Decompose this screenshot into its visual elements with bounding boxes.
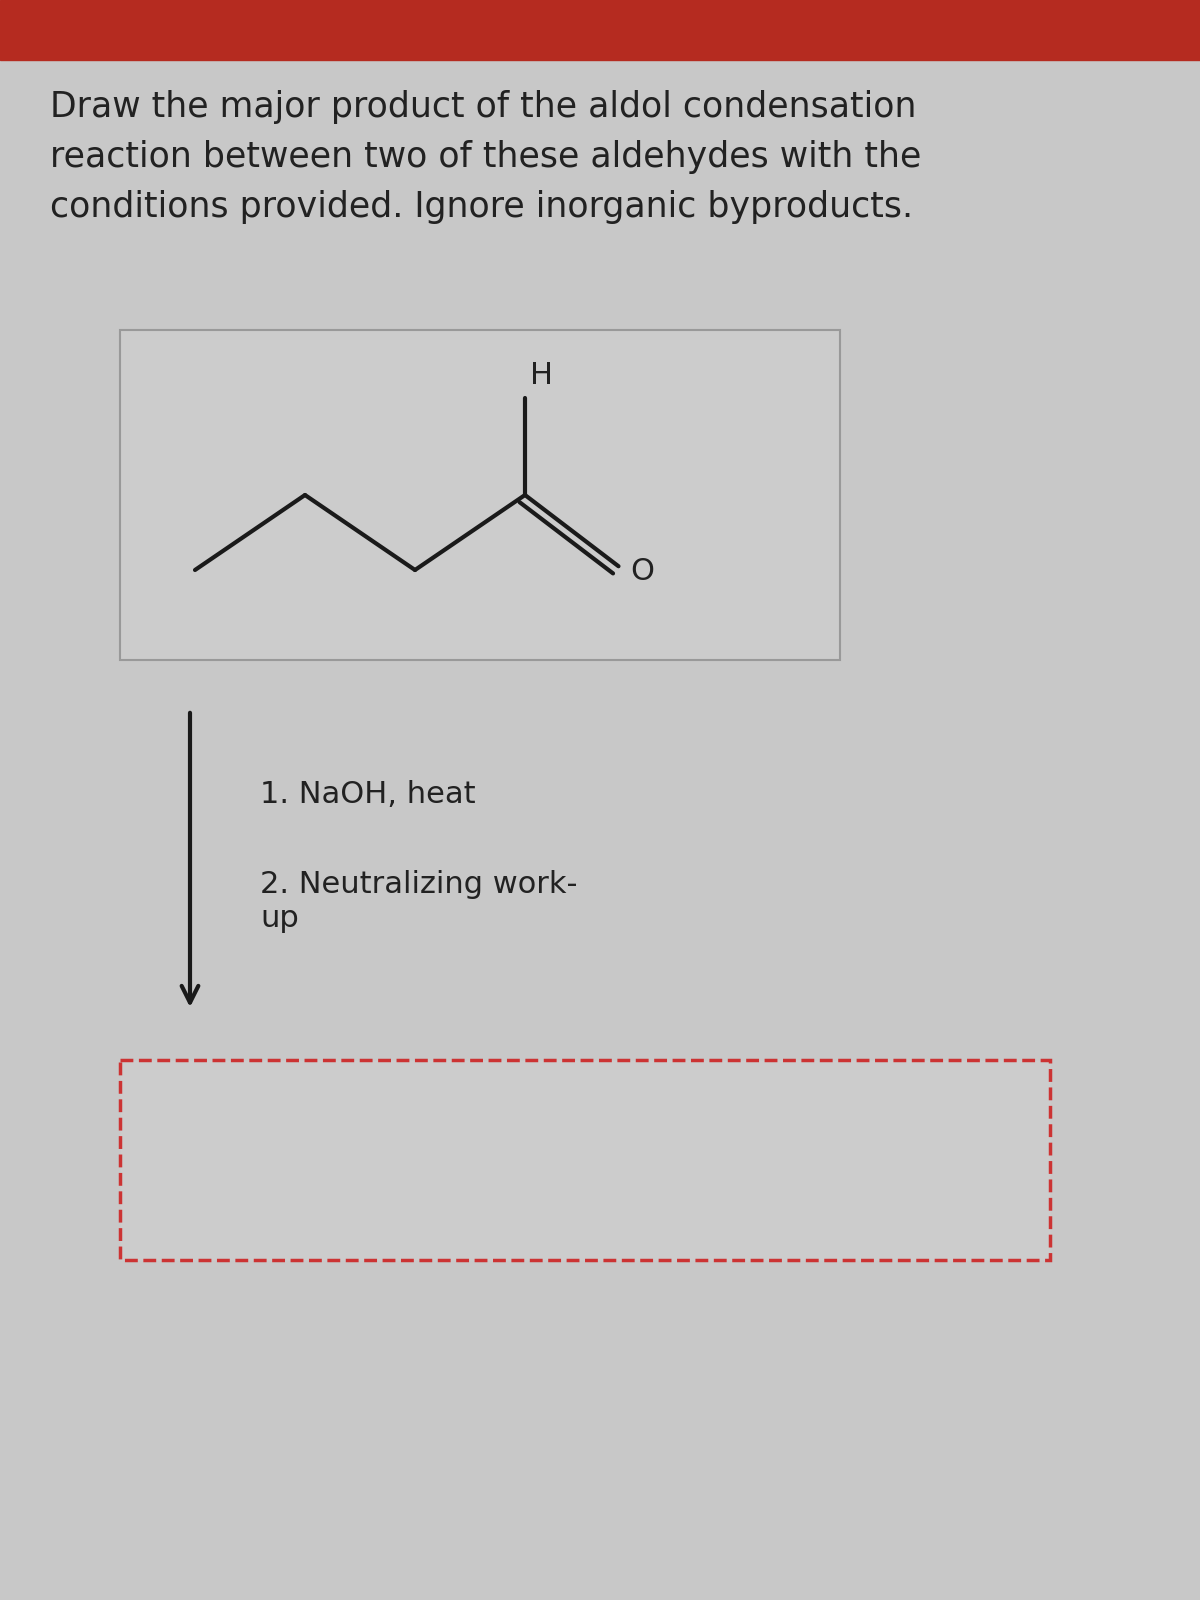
Bar bbox=[120, 330, 840, 659]
Text: 1. NaOH, heat: 1. NaOH, heat bbox=[260, 781, 475, 810]
Text: 2. Neutralizing work-
up: 2. Neutralizing work- up bbox=[260, 870, 577, 933]
Text: Draw the major product of the aldol condensation
reaction between two of these a: Draw the major product of the aldol cond… bbox=[50, 90, 922, 224]
Text: O: O bbox=[630, 557, 654, 586]
Bar bbox=[0, 0, 1200, 59]
Bar bbox=[120, 1059, 1050, 1261]
Text: H: H bbox=[530, 360, 553, 389]
